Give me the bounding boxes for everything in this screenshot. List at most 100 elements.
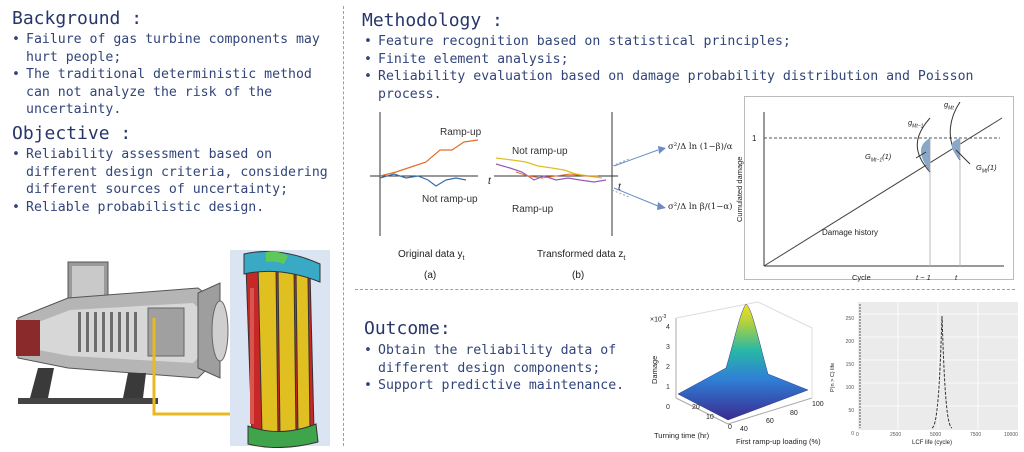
density-y-tick: 100 xyxy=(845,385,854,391)
objective-list: Reliability assessment based on differen… xyxy=(12,146,334,216)
surface-y-tick: 60 xyxy=(766,418,774,425)
surface-y-tick: 40 xyxy=(740,426,748,433)
G-prev-label: GMt−1(1) xyxy=(865,152,892,164)
outcome-list: Obtain the reliability data of different… xyxy=(364,342,639,395)
density-y-tick: 250 xyxy=(845,316,854,322)
surface-xlabel: Turning time (hr) xyxy=(654,431,710,440)
fig-b-caption: Transformed data zt xyxy=(537,249,626,262)
damage-ylabel: Cumulated damage xyxy=(735,156,744,222)
density-xlabel: LCF life (cycle) xyxy=(912,440,953,446)
surface-x-tick: 0 xyxy=(728,424,732,431)
G-prev-subscript: Mt−1 xyxy=(870,157,883,164)
fig-a-not-ramp-up-line xyxy=(379,173,467,187)
fe-component-model xyxy=(243,251,321,448)
exhaust-outlet xyxy=(211,300,229,362)
lower-threshold-arrow xyxy=(613,187,659,207)
density-prev xyxy=(916,117,931,173)
damage-surface xyxy=(677,303,809,421)
upper-threshold-arrow xyxy=(613,149,659,167)
fig-a-tag: (a) xyxy=(424,270,437,281)
feature-recognition-figure xyxy=(370,112,630,236)
lower-threshold-formula: σ²/Δ ln β/(1−α) xyxy=(668,202,733,212)
surface-x-axis xyxy=(675,397,729,425)
fig-b-lower-guide xyxy=(611,189,630,199)
damage-surface-chart xyxy=(675,301,813,425)
fig-a-ramp-up-line xyxy=(379,139,479,177)
fig-b-upper-guide xyxy=(611,157,630,167)
fig-a-caption-subscript: t xyxy=(462,255,465,262)
G-curr-pointer xyxy=(955,149,971,165)
methodology-heading: Methodology : xyxy=(362,10,503,31)
turbine-base xyxy=(18,398,158,404)
connector-line xyxy=(152,318,234,416)
surface-exponent-power: -3 xyxy=(661,314,667,320)
outcome-heading: Outcome: xyxy=(364,318,451,339)
surface-z-tick: 4 xyxy=(666,324,670,331)
density-y-tick: 200 xyxy=(845,339,854,345)
fig-b-transformed-line xyxy=(515,171,598,179)
fig-a-t-label: t xyxy=(488,176,491,187)
surface-zlabel: Damage xyxy=(650,355,659,384)
fig-b-t-label: t xyxy=(618,182,621,193)
density-y-ticks: 250 200 150 100 50 0 xyxy=(838,308,854,446)
surface-y-axis xyxy=(727,397,813,425)
density-x-tick: 0 xyxy=(856,432,859,438)
compressor-blades xyxy=(78,312,137,352)
surface-z-tick: 0 xyxy=(666,404,670,411)
density-y-tick: 150 xyxy=(845,362,854,368)
density-y-tick: 50 xyxy=(848,408,854,414)
damage-x-tick-curr: t xyxy=(955,273,958,282)
methodology-item: Feature recognition based on statistical… xyxy=(364,33,984,51)
density-x-tick: 10000 xyxy=(1004,432,1018,438)
horizontal-divider xyxy=(355,289,1015,290)
density-ylabel: P(n > C) life xyxy=(830,362,836,392)
background-list: Failure of gas turbine components may hu… xyxy=(12,31,334,119)
fig-b-tag: (b) xyxy=(572,270,585,281)
methodology-list: Feature recognition based on statistical… xyxy=(364,33,984,103)
density-curve xyxy=(931,315,953,429)
G-curr-label: GMt(1) xyxy=(976,163,997,175)
fig-a-caption: Original data yt xyxy=(398,249,465,262)
damage-chart-frame xyxy=(744,96,1014,280)
surface-z-tick: 3 xyxy=(666,344,670,351)
fig-a-not-ramp-up-label: Not ramp-up xyxy=(422,194,478,205)
g-curr-label: gMt xyxy=(944,100,954,112)
background-heading: Background : xyxy=(12,8,143,29)
threshold-arrows xyxy=(613,146,666,210)
surface-ylabel: First ramp-up loading (%) xyxy=(736,437,821,446)
turbine-inlet-red xyxy=(16,320,40,356)
methodology-item: Reliability evaluation based on damage p… xyxy=(364,68,984,103)
G-prev-pointer xyxy=(915,151,927,159)
surface-z-tick: 2 xyxy=(666,364,670,371)
damage-xlabel: Cycle xyxy=(852,273,871,282)
upper-threshold-formula: σ²/Δ ln (1−β)/α xyxy=(668,142,733,152)
damage-x-tick-prev: t − 1 xyxy=(916,273,931,282)
G-curr-subscript: Mt xyxy=(981,168,988,175)
damage-history-line xyxy=(763,117,1003,267)
objective-heading: Objective : xyxy=(12,123,132,144)
outcome-item: Support predictive maintenance. xyxy=(364,377,639,395)
g-curr-subscript: Mt xyxy=(948,105,954,112)
fig-b-ramp-up-label: Ramp-up xyxy=(512,204,554,215)
fig-b-not-ramp-up-label: Not ramp-up xyxy=(512,146,568,157)
damage-history-label: Damage history xyxy=(822,228,879,237)
surface-y-tick: 80 xyxy=(790,410,798,417)
density-x-tick: 7500 xyxy=(970,432,982,438)
surface-back-edge xyxy=(675,301,759,319)
outcome-item: Obtain the reliability data of different… xyxy=(364,342,639,377)
objective-item: Reliability assessment based on differen… xyxy=(12,146,334,199)
fig-b-not-ramp-up-line xyxy=(495,157,603,179)
cumulated-damage-chart xyxy=(744,96,1014,280)
fig-b-ramp-up-line xyxy=(495,163,607,183)
density-gridlines xyxy=(858,302,1018,430)
g-prev-label: gMt−1 xyxy=(908,118,924,130)
surface-z-ticks: 4 3 2 1 0 xyxy=(666,318,670,418)
damage-y-tick: 1 xyxy=(752,134,757,143)
gas-turbine-illustration xyxy=(16,250,330,448)
surface-side-edge xyxy=(757,301,813,329)
density-x-tick: 5000 xyxy=(930,432,942,438)
density-x-tick: 2500 xyxy=(890,432,902,438)
surface-z-tick: 1 xyxy=(666,384,670,391)
background-item: Failure of gas turbine components may hu… xyxy=(12,31,334,66)
density-curr-shaded xyxy=(951,138,960,160)
